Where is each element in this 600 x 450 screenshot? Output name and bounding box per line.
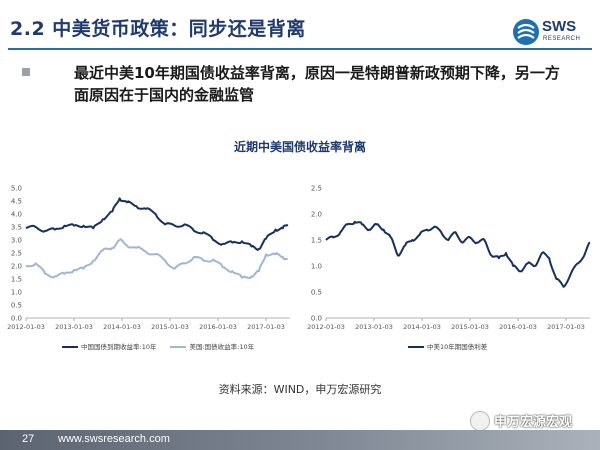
page-number: 27	[22, 433, 35, 445]
y-tick-label: 2.5	[11, 250, 22, 258]
legend-swatch	[408, 346, 424, 348]
y-tick-label: 0.5	[11, 302, 22, 310]
y-tick-label: 2.0	[311, 211, 322, 219]
sws-logo-icon	[513, 19, 539, 45]
y-tick-label: 4.0	[11, 211, 22, 219]
y-tick-label: 2.0	[11, 263, 22, 271]
sws-logo: SWS RESEARCH	[512, 18, 590, 48]
bullet-square-icon	[22, 68, 30, 76]
logo-subtext: RESEARCH	[543, 36, 581, 42]
legend-label: 中美10年期国债利差	[427, 343, 488, 351]
watermark-text: 申万宏源宏观	[494, 415, 573, 430]
y-tick-label: 1.0	[311, 263, 322, 271]
y-tick-label: 1.5	[311, 237, 322, 245]
y-tick-label: 3.0	[11, 237, 22, 245]
legend-item: 美国:国债收益率:10年	[170, 343, 254, 351]
legend-swatch	[62, 346, 78, 348]
y-tick-label: 0.0	[311, 315, 322, 323]
website-link[interactable]: www.swsresearch.com	[58, 433, 170, 445]
legend-swatch	[170, 346, 187, 348]
legend-item: 中美10年期国债利差	[408, 343, 487, 351]
x-tick-label: 2012-01-03	[7, 323, 45, 331]
series-line-1	[25, 238, 289, 279]
header-rule	[8, 48, 592, 50]
legend-item: 中国国债到期收益率:10年	[62, 343, 156, 351]
source-note: 资料来源：WIND，申万宏源研究	[218, 383, 382, 396]
legend-right: 中美10年期国债利差	[408, 341, 501, 351]
y-tick-label: 4.5	[11, 198, 22, 206]
legend-label: 美国:国债收益率:10年	[189, 343, 255, 351]
footer-bar: 27 www.swsresearch.com	[0, 430, 600, 450]
y-tick-label: 0.5	[311, 289, 322, 297]
series-line-0	[25, 197, 289, 251]
x-tick-label: 2015-01-03	[451, 323, 489, 331]
x-tick-label: 2016-01-03	[199, 323, 237, 331]
x-tick-label: 2017-01-03	[247, 323, 285, 331]
page-title: 2.2 中美货币政策：同步还是背离	[10, 18, 306, 40]
bullet-text: 最近中美10年期国债收益率背离，原因一是特朗普新政预期下降，另一方面原因在于国内…	[74, 64, 560, 104]
x-tick-label: 2012-01-03	[307, 323, 345, 331]
x-tick-label: 2013-01-03	[355, 323, 393, 331]
legend-left: 中国国债到期收益率:10年 美国:国债收益率:10年	[62, 341, 268, 351]
x-tick-label: 2015-01-03	[151, 323, 189, 331]
y-tick-label: 5.0	[11, 185, 22, 193]
y-tick-label: 1.0	[11, 289, 22, 297]
x-tick-label: 2017-01-03	[547, 323, 585, 331]
y-tick-label: 3.5	[11, 224, 22, 232]
x-tick-label: 2014-01-03	[403, 323, 441, 331]
x-tick-label: 2013-01-03	[55, 323, 93, 331]
logo-text: SWS	[542, 18, 577, 35]
chart-title: 近期中美国债收益率背离	[233, 140, 366, 154]
spread-chart-right: 0.0 0.5 1.0 1.5 2.0 2.5 2012-01-03 2013-01-03 20…	[307, 185, 591, 331]
y-tick-label: 1.5	[11, 276, 22, 284]
legend-label: 中国国债到期收益率:10年	[81, 343, 157, 351]
y-tick-label: 0.0	[11, 315, 22, 323]
x-tick-label: 2016-01-03	[499, 323, 537, 331]
wechat-icon	[470, 411, 490, 431]
yield-chart-left: 0.0 0.5 1.0 1.5 2.0 2.5 3.0 3.5 4.0 4.5 5.0 2012-01…	[7, 185, 290, 331]
y-tick-label: 2.5	[311, 185, 322, 193]
series-line-0	[325, 220, 591, 288]
x-tick-label: 2014-01-03	[103, 323, 141, 331]
